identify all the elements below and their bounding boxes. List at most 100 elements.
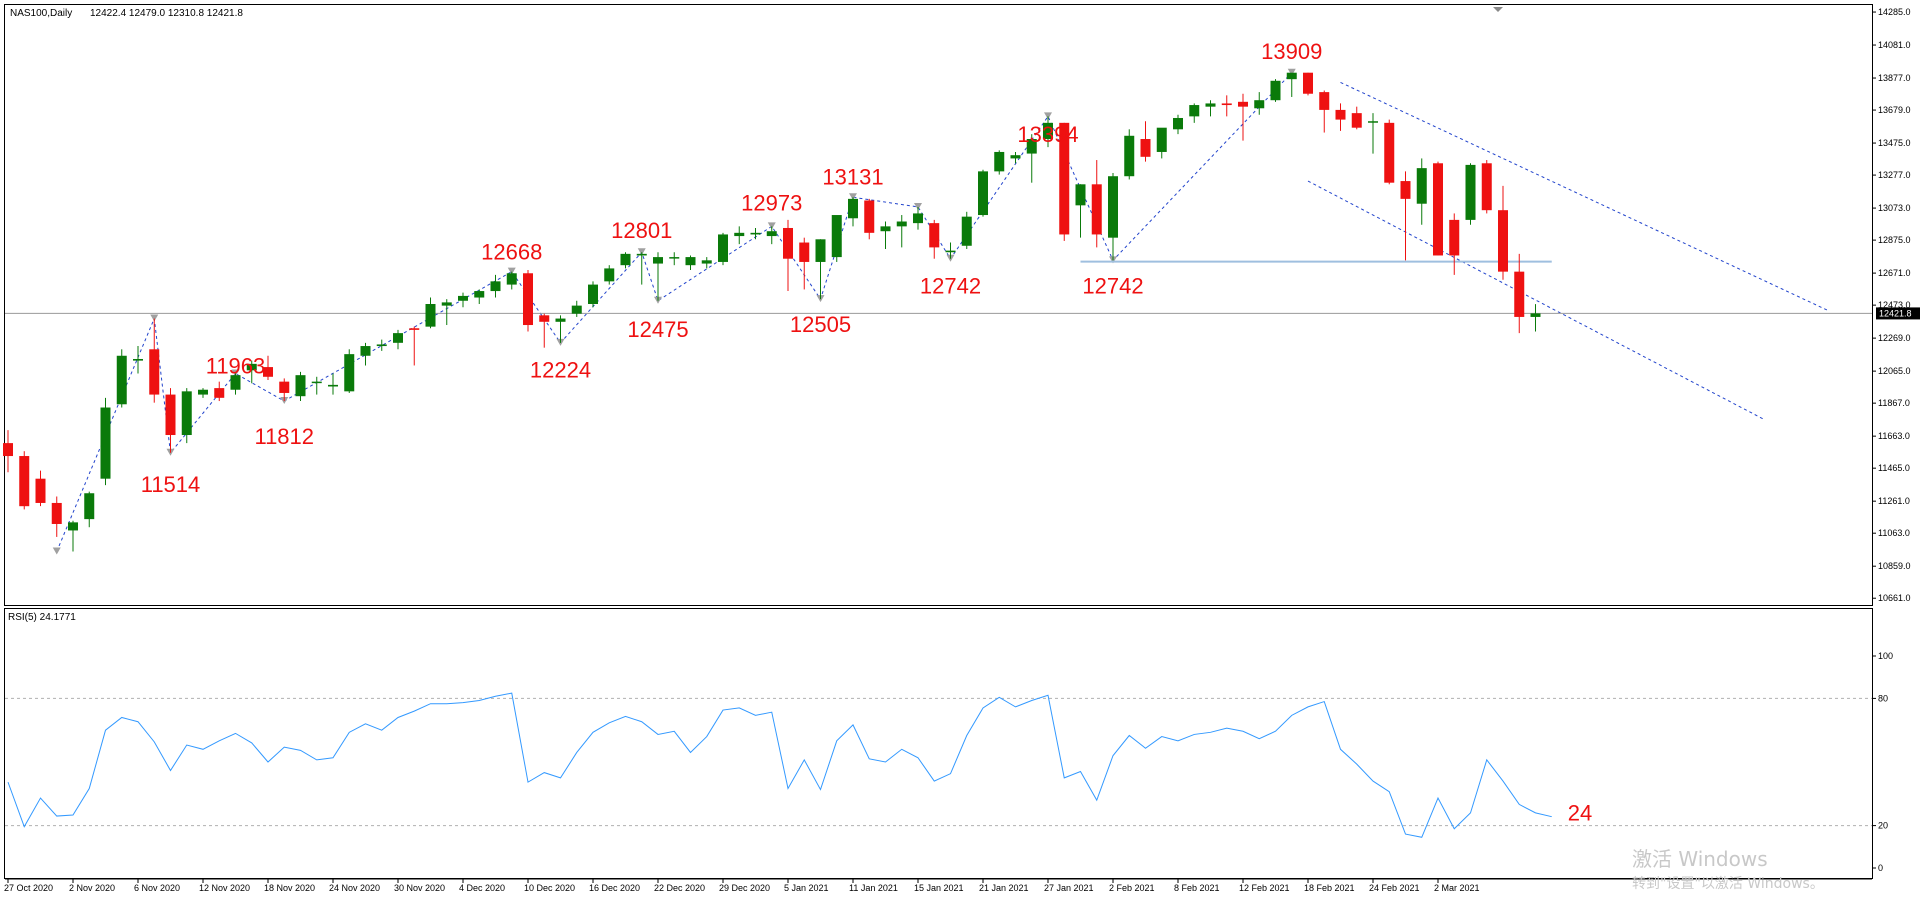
candle-body — [441, 302, 452, 306]
candle — [1351, 106, 1362, 130]
candle-body — [848, 198, 858, 219]
date-tick-label: 29 Dec 2020 — [719, 883, 770, 893]
zigzag-line — [56, 72, 1293, 552]
candle — [1189, 103, 1200, 123]
candle — [799, 237, 810, 290]
fractal-marker — [231, 369, 240, 377]
price-annotation: 12801 — [611, 218, 672, 243]
candle-body — [799, 242, 810, 262]
fractal-marker — [914, 202, 922, 210]
rsi-panel-border — [4, 608, 1873, 879]
fractal-marker — [52, 547, 61, 555]
candle — [474, 289, 485, 304]
candle — [571, 300, 582, 317]
rsi-axis-ticks: 100 80 20 0 — [1872, 651, 1893, 873]
candle — [1465, 163, 1476, 225]
candle — [376, 339, 387, 351]
channel-layer — [1307, 81, 1829, 420]
price-annotation: 11963 — [206, 354, 266, 379]
main-axis-ticks: 14285.0 14081.0 13877.0 13679.0 13475.0 13277… — [1872, 7, 1911, 603]
candle-body — [376, 344, 387, 347]
candle — [84, 491, 95, 528]
date-tick-label: 30 Nov 2020 — [394, 883, 445, 893]
candle — [214, 381, 225, 402]
rsi-tick-label: 0 — [1878, 863, 1883, 873]
candle-body — [1384, 122, 1395, 183]
candle-body — [978, 171, 988, 216]
candle-body — [360, 346, 371, 356]
candle-body — [1026, 139, 1037, 154]
candle — [198, 388, 208, 398]
price-tick-label: 11867.0 — [1878, 398, 1910, 408]
price-annotation: 12742 — [1082, 274, 1143, 299]
candle — [523, 270, 533, 332]
candle-body — [961, 216, 972, 246]
candle — [1059, 122, 1070, 241]
candle-body — [766, 231, 777, 237]
date-tick-label: 12 Nov 2020 — [199, 883, 250, 893]
candle-body — [165, 394, 176, 436]
candle-body — [295, 375, 306, 397]
candle — [1124, 129, 1135, 180]
candle — [393, 329, 403, 350]
ohlc-readout: 12422.4 12479.0 12310.8 12421.8 — [90, 8, 243, 19]
candle — [701, 257, 712, 269]
candle-body — [1481, 163, 1492, 211]
candle — [1319, 90, 1330, 133]
candle — [100, 397, 111, 486]
candle-body — [864, 200, 875, 233]
price-tick-label: 11465.0 — [1878, 463, 1910, 473]
candle-body — [409, 328, 420, 330]
channel-lower-line[interactable] — [1307, 180, 1764, 420]
fractal-marker — [1287, 68, 1296, 76]
candle-body — [506, 273, 517, 285]
channel-upper-line[interactable] — [1340, 81, 1829, 311]
date-tick-label: 15 Jan 2021 — [914, 883, 964, 893]
price-annotation: 13394 — [1017, 122, 1078, 147]
candle — [133, 346, 143, 374]
candle — [490, 274, 501, 298]
candle — [1400, 171, 1411, 261]
rsi-levels — [5, 697, 1872, 827]
candle-body — [669, 257, 680, 259]
candle-body — [604, 268, 615, 282]
candle — [1303, 72, 1313, 96]
date-tick-label: 27 Jan 2021 — [1044, 883, 1094, 893]
candle-body — [214, 388, 225, 398]
candle-body — [571, 305, 582, 314]
candle — [588, 281, 598, 308]
candle — [1433, 161, 1443, 256]
price-tick-label: 13877.0 — [1878, 73, 1911, 83]
date-tick-label: 10 Dec 2020 — [524, 883, 575, 893]
candle — [734, 226, 745, 245]
candle — [263, 355, 273, 381]
candle-body — [1059, 122, 1070, 235]
price-annotation: 13909 — [1261, 39, 1322, 64]
price-annotation: 11514 — [141, 472, 201, 497]
candle-body — [19, 456, 30, 507]
date-tick-label: 24 Nov 2020 — [329, 883, 380, 893]
chevron-down-icon[interactable] — [1493, 7, 1503, 12]
rsi-annotation: 24 — [1568, 801, 1592, 826]
candle-body — [1238, 101, 1248, 107]
candle — [685, 255, 696, 271]
price-tick-label: 13475.0 — [1878, 138, 1911, 148]
date-tick-label: 2 Mar 2021 — [1434, 883, 1480, 893]
candle-body — [1286, 72, 1297, 80]
fractal-marker — [767, 222, 776, 230]
candle — [1221, 95, 1232, 117]
candle-body — [1189, 105, 1200, 117]
candle — [1530, 304, 1541, 332]
candle-body — [1368, 121, 1378, 123]
candle — [539, 313, 550, 348]
candle — [1156, 127, 1167, 159]
candle-body — [311, 381, 322, 384]
candle-body — [913, 213, 923, 224]
candle — [181, 388, 192, 444]
price-annotation: 12475 — [627, 317, 688, 342]
price-annotation: 12973 — [741, 190, 802, 215]
candle-body — [1400, 181, 1411, 199]
candle-body — [51, 502, 62, 524]
price-tick-label: 13679.0 — [1878, 105, 1911, 115]
